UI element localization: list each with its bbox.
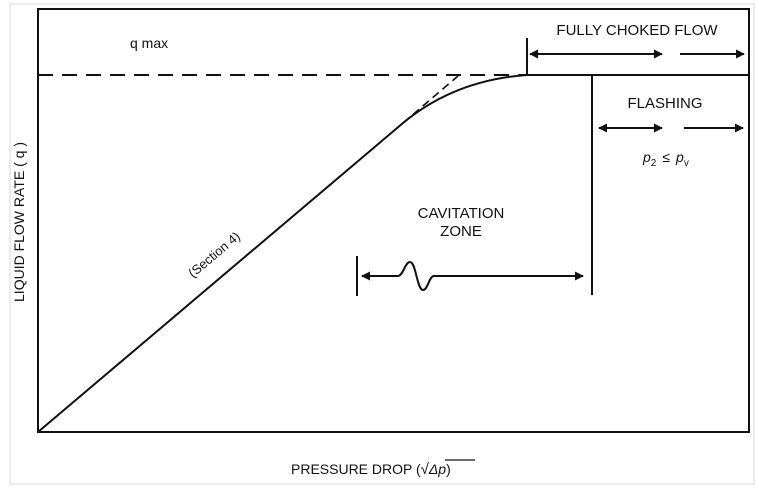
cavitation-zone-arrow <box>361 260 584 292</box>
x-axis-label-text: PRESSURE DROP ( <box>291 461 421 477</box>
p2-symbol: p <box>642 149 651 165</box>
p2-subscript: 2 <box>651 158 657 169</box>
x-axis-label: PRESSURE DROP (√Δp) <box>291 461 451 478</box>
delta-p-symbol: Δp <box>428 461 446 477</box>
y-axis-label: LIQUID FLOW RATE ( q ) <box>11 142 27 302</box>
plot-frame <box>37 8 750 433</box>
x-axis-close-paren: ) <box>446 461 451 477</box>
flow-rate-curve <box>37 74 528 433</box>
pv-symbol: p <box>675 149 684 165</box>
q-max-label: q max <box>130 35 168 51</box>
cavitation-label-line1: CAVITATION <box>418 205 505 222</box>
fully-choked-flow-label: FULLY CHOKED FLOW <box>556 22 718 39</box>
flashing-label: FLASHING <box>627 95 702 112</box>
section-4-label: (Section 4) <box>185 229 243 281</box>
flashing-condition: p2 ≤ pv <box>642 149 689 169</box>
sqrt-symbol: √ <box>421 461 430 478</box>
page-border <box>9 3 755 485</box>
pv-subscript: v <box>684 158 689 169</box>
cavitation-label-line2: ZONE <box>440 223 482 240</box>
relation-symbol: ≤ <box>662 149 670 165</box>
